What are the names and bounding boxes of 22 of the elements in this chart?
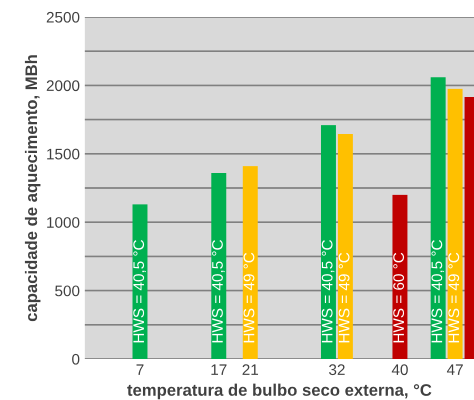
x-axis-title: temperatura de bulbo seco externa, °C — [127, 384, 432, 400]
text: HWS = 40,5 °C — [133, 240, 146, 342]
y-axis-title: capacidade de aquecimento, MBh — [24, 55, 40, 322]
y-tick-label: 0 — [72, 354, 80, 365]
text: HWS = 49 °C — [448, 252, 460, 342]
y-tick-label: 1500 — [47, 148, 80, 160]
y-tick-label: 2500 — [46, 12, 80, 23]
text: HWS = 40,5 °C — [212, 240, 225, 342]
text: HWS = 40,5 °C — [322, 240, 334, 342]
x-tick-label: 47 — [446, 364, 463, 375]
y-tick-label: 1000 — [47, 217, 80, 228]
x-tick-label: 21 — [242, 364, 258, 375]
y-tick-label: 500 — [55, 285, 80, 296]
x-tick-label: 17 — [211, 364, 226, 375]
y-tick-label: 2000 — [46, 80, 80, 92]
series-label: HWS = 60 °C — [393, 252, 404, 342]
x-tick-label: 32 — [329, 364, 345, 376]
text: HWS = 49 °C — [244, 252, 254, 342]
x-tick-label: 7 — [136, 364, 144, 375]
x-tick-label: 40 — [392, 364, 408, 376]
series-label: HWS = 40,5 °C — [431, 240, 444, 342]
series-label: HWS = 49 °C — [338, 252, 350, 342]
